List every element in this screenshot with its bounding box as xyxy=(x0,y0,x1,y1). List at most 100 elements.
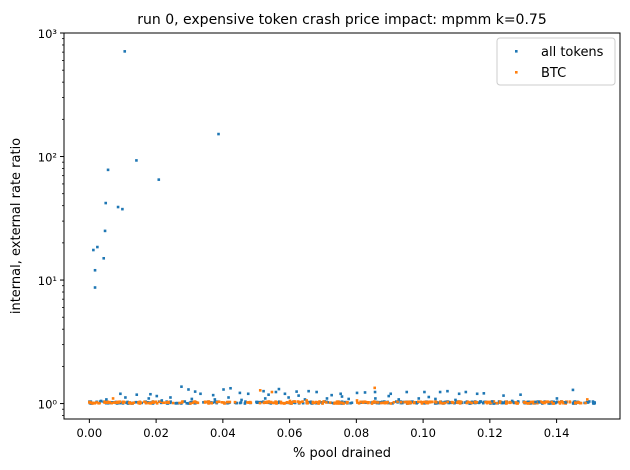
band-point-btc xyxy=(558,402,562,405)
band-point-btc xyxy=(539,400,542,403)
data-point-btc xyxy=(322,400,325,403)
data-point-btc xyxy=(111,397,115,400)
band-point-btc xyxy=(271,401,275,405)
band-point-btc xyxy=(468,401,472,404)
x-axis-label: % pool drained xyxy=(293,446,391,461)
band-point-all-tokens xyxy=(202,401,205,404)
band-point-btc xyxy=(505,400,508,404)
band-point-btc xyxy=(547,400,550,404)
data-point-btc xyxy=(438,401,442,404)
band-point-btc xyxy=(417,400,420,404)
band-point-btc xyxy=(514,401,518,405)
band-point-btc xyxy=(584,401,587,405)
band-point-all-tokens xyxy=(257,400,260,404)
data-point-all-tokens xyxy=(149,392,152,396)
band-point-btc xyxy=(150,401,153,405)
band-point-btc xyxy=(154,400,158,404)
data-point-all-tokens xyxy=(417,397,421,400)
band-point-btc xyxy=(540,400,544,404)
data-point-all-tokens xyxy=(119,392,122,396)
data-point-all-tokens xyxy=(482,392,486,395)
data-point-all-tokens xyxy=(190,397,194,401)
band-point-btc xyxy=(459,400,463,404)
band-point-all-tokens xyxy=(301,401,305,405)
band-point-btc xyxy=(298,401,301,405)
band-point-btc xyxy=(283,401,287,405)
band-point-btc xyxy=(114,401,117,404)
x-tick-label: 0.12 xyxy=(477,426,503,440)
data-point-all-tokens xyxy=(217,132,220,136)
data-point-btc xyxy=(585,398,589,401)
band-point-btc xyxy=(516,401,519,405)
band-point-all-tokens xyxy=(527,400,530,404)
band-point-btc xyxy=(362,400,365,404)
band-point-btc xyxy=(210,401,213,405)
band-point-btc xyxy=(215,400,219,404)
band-point-btc xyxy=(385,401,389,405)
band-point-btc xyxy=(246,401,249,404)
data-point-all-tokens xyxy=(564,401,567,404)
band-point-btc xyxy=(446,400,450,404)
band-point-btc xyxy=(560,400,563,403)
data-point-all-tokens xyxy=(229,386,232,390)
band-point-btc xyxy=(220,401,224,404)
data-point-all-tokens xyxy=(405,390,409,394)
band-point-all-tokens xyxy=(478,400,482,404)
legend-box xyxy=(496,37,616,86)
x-axis-ticks: 0.00 0.02 0.04 0.06 0.08 0.10 0.12 0.14 xyxy=(77,419,569,440)
band-point-btc xyxy=(147,401,151,405)
band-point-btc xyxy=(371,400,374,404)
band-point-all-tokens xyxy=(571,402,575,405)
y-tick-label: 10³ xyxy=(38,27,58,41)
band-point-btc xyxy=(335,400,339,404)
data-point-all-tokens xyxy=(155,394,159,398)
band-point-btc xyxy=(247,401,251,404)
data-point-all-tokens xyxy=(106,168,110,172)
data-point-btc xyxy=(405,400,409,404)
band-point-btc xyxy=(88,401,91,404)
band-point-btc xyxy=(399,400,403,404)
band-point-btc xyxy=(373,401,377,404)
band-point-btc xyxy=(370,402,374,405)
band-point-btc xyxy=(495,401,499,405)
data-point-btc xyxy=(338,401,342,404)
band-point-btc xyxy=(457,401,460,405)
band-point-btc xyxy=(314,400,318,404)
y-axis-ticks: 10⁰ 10¹ 10² 10³ xyxy=(38,27,64,416)
x-tick-label: 0.00 xyxy=(77,426,103,440)
band-point-btc xyxy=(226,400,230,404)
band-point-btc xyxy=(196,401,200,405)
band-point-btc xyxy=(333,402,336,405)
band-point-btc xyxy=(313,401,317,405)
band-point-btc xyxy=(434,401,438,404)
band-point-btc xyxy=(406,402,409,405)
legend-marker-btc xyxy=(515,71,518,74)
band-point-all-tokens xyxy=(169,401,172,405)
band-point-btc xyxy=(301,400,304,403)
band-point-btc xyxy=(381,401,385,405)
band-point-btc xyxy=(359,400,362,404)
band-point-btc xyxy=(550,400,554,404)
band-point-btc xyxy=(249,401,253,405)
band-point-all-tokens xyxy=(277,400,281,403)
y-tick-label: 10¹ xyxy=(38,274,57,288)
data-point-all-tokens xyxy=(93,286,97,289)
band-point-btc xyxy=(409,401,413,405)
data-point-all-tokens xyxy=(434,397,437,401)
data-point-all-tokens xyxy=(387,394,391,398)
data-point-all-tokens xyxy=(102,256,106,260)
data-point-all-tokens xyxy=(534,400,537,404)
band-point-all-tokens xyxy=(554,401,558,404)
band-point-btc xyxy=(443,401,447,405)
band-point-btc xyxy=(345,401,349,405)
band-point-all-tokens xyxy=(552,400,556,404)
band-point-btc xyxy=(532,401,535,405)
legend: all tokens BTC xyxy=(496,37,616,86)
band-point-btc xyxy=(207,402,210,405)
band-point-btc xyxy=(97,401,100,405)
band-point-btc xyxy=(341,401,344,405)
band-point-btc xyxy=(123,400,126,404)
data-point-all-tokens xyxy=(297,394,300,397)
data-point-all-tokens xyxy=(303,398,307,401)
